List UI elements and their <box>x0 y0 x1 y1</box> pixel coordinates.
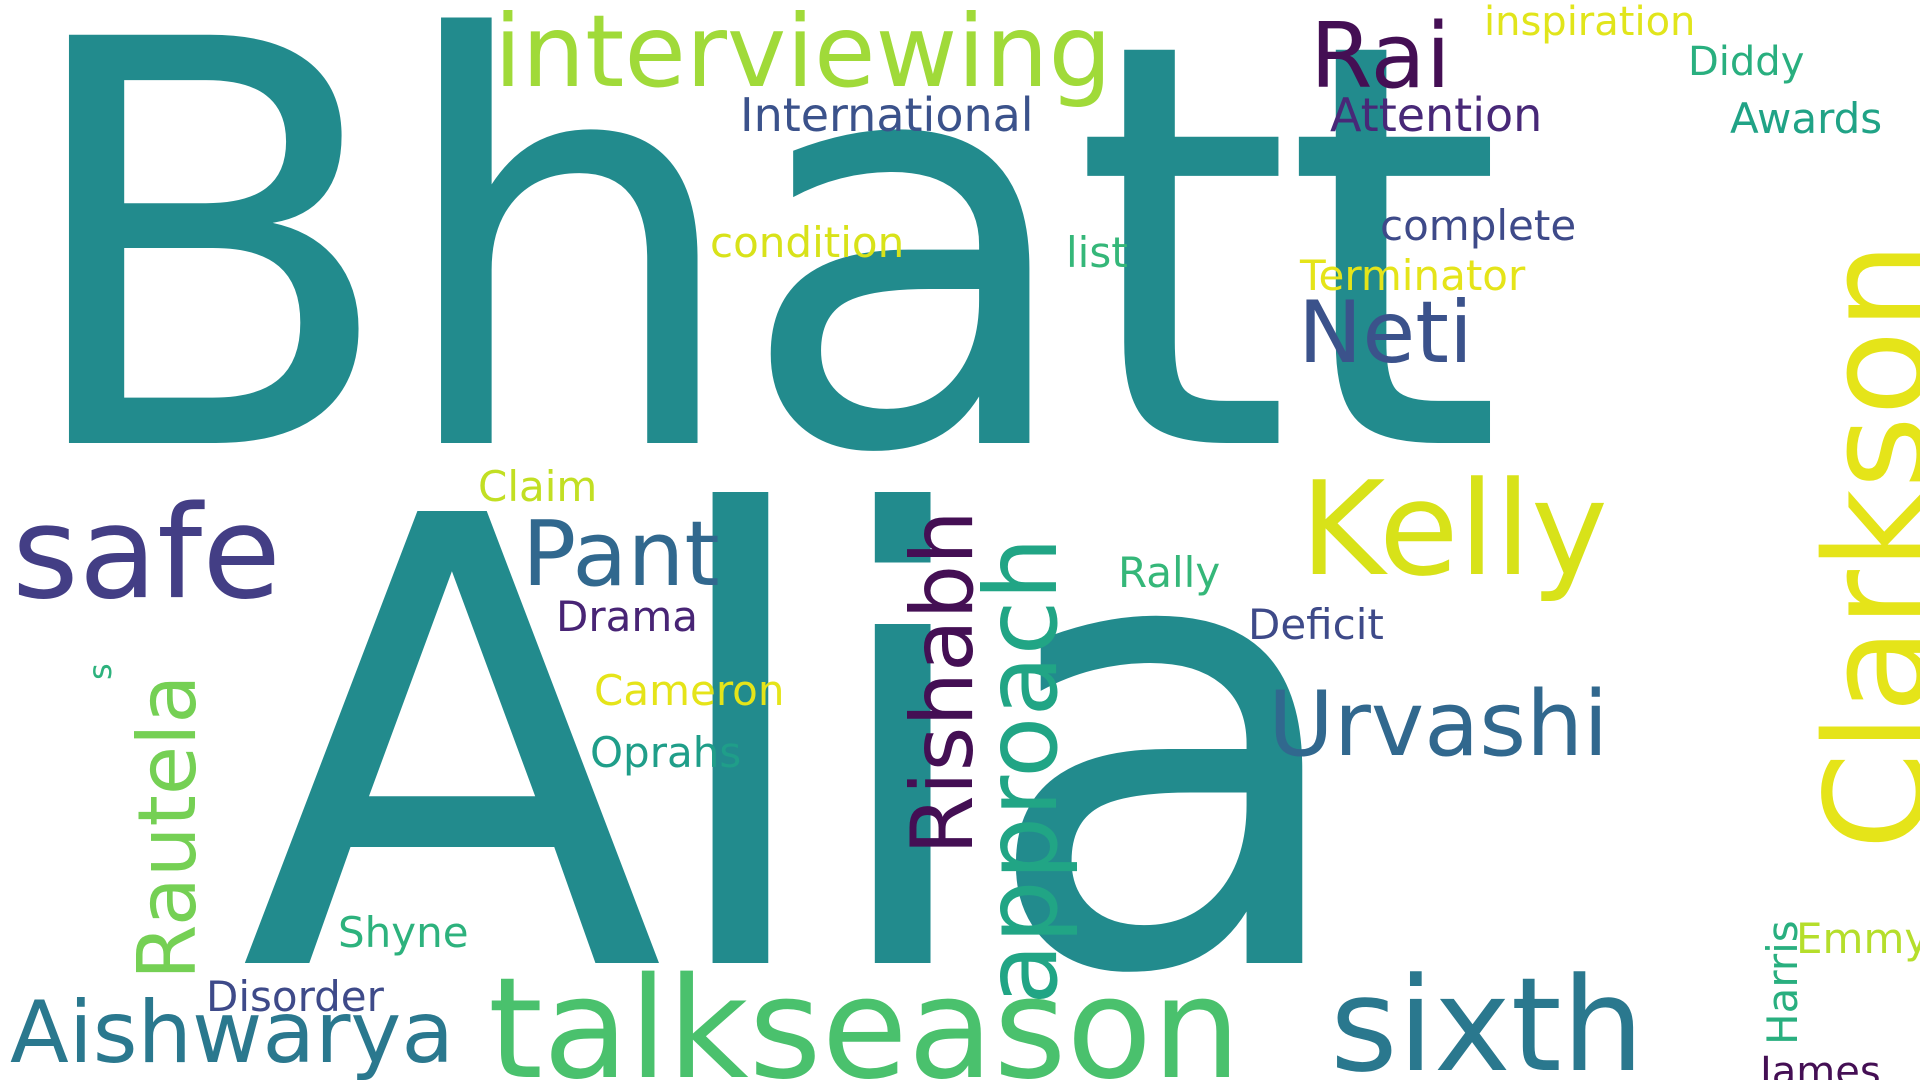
word-rautela: Rautela <box>121 674 214 980</box>
word-rally: Rally <box>1118 548 1221 597</box>
word-clarkson: Clarkson <box>1796 241 1920 850</box>
word-harris: Harris <box>1758 920 1807 1045</box>
word-complete: complete <box>1380 201 1577 250</box>
word-shyne: Shyne <box>338 908 469 957</box>
word-claim: Claim <box>478 462 598 511</box>
word-deficit: Deficit <box>1248 600 1384 649</box>
word-s: s <box>81 663 119 680</box>
word-urvashi: Urvashi <box>1268 672 1609 777</box>
word-emmy: Emmy <box>1796 914 1920 963</box>
word-pant: Pant <box>522 502 720 607</box>
word-inspiration: inspiration <box>1484 0 1696 45</box>
word-bhatt: Bhatt <box>14 0 1503 576</box>
word-awards: Awards <box>1730 94 1883 143</box>
word-kelly: Kelly <box>1300 453 1608 605</box>
word-talkseason: talkseason <box>488 948 1241 1080</box>
word-terminator: Terminator <box>1300 251 1526 300</box>
word-sixth: sixth <box>1330 949 1645 1080</box>
word-approach: approach <box>963 537 1080 1005</box>
word-interviewing: interviewing <box>494 0 1112 110</box>
word-james: James <box>1760 1049 1881 1080</box>
word-oprahs: Oprahs <box>590 728 742 777</box>
word-diddy: Diddy <box>1688 39 1805 85</box>
word-condition: condition <box>710 218 905 267</box>
word-alia: Alia <box>240 389 1359 1080</box>
word-safe: safe <box>12 479 281 628</box>
word-aishwarya: Aishwarya <box>10 983 455 1080</box>
word-neti: Neti <box>1298 283 1473 383</box>
word-list: list <box>1066 228 1128 277</box>
word-disorder: Disorder <box>206 972 384 1021</box>
word-attention: Attention <box>1330 88 1543 142</box>
word-cameron: Cameron <box>594 666 785 715</box>
word-drama: Drama <box>556 592 698 641</box>
word-rai: Rai <box>1310 4 1451 109</box>
word-international: International <box>740 88 1034 142</box>
